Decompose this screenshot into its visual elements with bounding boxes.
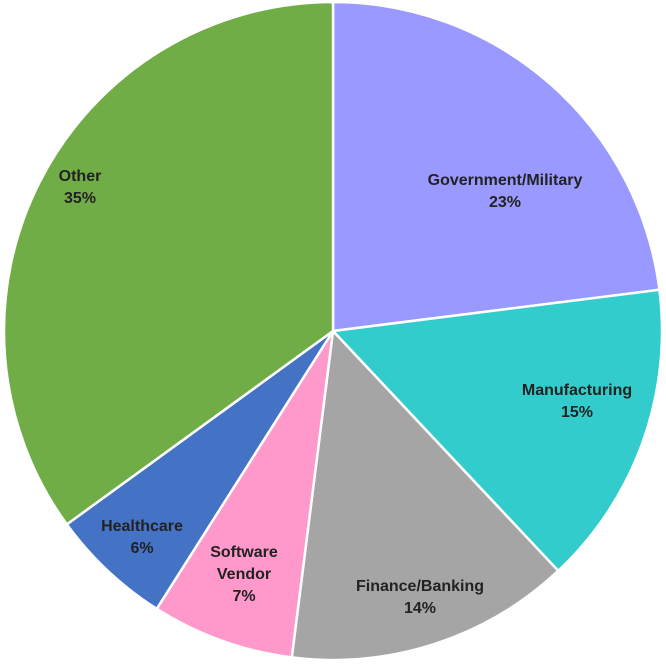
- slice-name-label: Government/Military: [428, 172, 583, 189]
- slice-label: Manufacturing 15%: [522, 382, 632, 421]
- slice-name-label: Vendor: [217, 566, 271, 583]
- slice-percent-label: 14%: [404, 600, 436, 617]
- pie-slice-software-vendor: [154, 330, 335, 659]
- slice-label: Software Vendor 7%: [210, 544, 278, 605]
- pie-slice-finance-banking: [290, 328, 560, 662]
- slice-percent-label: 23%: [489, 194, 521, 211]
- slice-name-label: Other: [59, 168, 102, 185]
- slice-name-label: Manufacturing: [522, 382, 632, 399]
- slice-name-label: Software: [210, 544, 278, 561]
- pie-slice-healthcare: [65, 329, 335, 611]
- pie-slice-government-military: [331, 0, 661, 333]
- slice-percent-label: 35%: [64, 190, 96, 207]
- slice-percent-label: 15%: [561, 404, 593, 421]
- pie-slice-other: [2, 0, 335, 527]
- slice-label: Finance/Banking 14%: [356, 578, 484, 617]
- slice-label: Healthcare 6%: [101, 518, 183, 557]
- slice-label: Government/Military 23%: [428, 172, 583, 211]
- slice-name-label: Finance/Banking: [356, 578, 484, 595]
- slice-percent-label: 7%: [232, 588, 255, 605]
- slice-percent-label: 6%: [130, 540, 153, 557]
- slice-name-label: Healthcare: [101, 518, 183, 535]
- slice-label: Other 35%: [59, 168, 102, 207]
- pie-slice-manufacturing: [330, 288, 664, 573]
